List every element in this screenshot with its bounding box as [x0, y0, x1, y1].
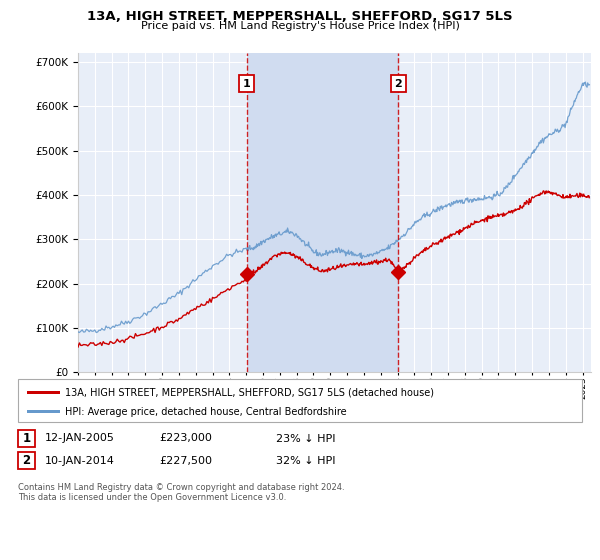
Text: 13A, HIGH STREET, MEPPERSHALL, SHEFFORD, SG17 5LS (detached house): 13A, HIGH STREET, MEPPERSHALL, SHEFFORD,…: [65, 388, 434, 398]
Text: HPI: Average price, detached house, Central Bedfordshire: HPI: Average price, detached house, Cent…: [65, 407, 346, 417]
Bar: [247, 53, 398, 372]
Text: £227,500: £227,500: [159, 456, 212, 466]
Text: Contains HM Land Registry data © Crown copyright and database right 2024.
This d: Contains HM Land Registry data © Crown c…: [18, 483, 344, 502]
Text: Price paid vs. HM Land Registry's House Price Index (HPI): Price paid vs. HM Land Registry's House …: [140, 21, 460, 31]
Text: 23% ↓ HPI: 23% ↓ HPI: [276, 433, 335, 444]
Text: 13A, HIGH STREET, MEPPERSHALL, SHEFFORD, SG17 5LS: 13A, HIGH STREET, MEPPERSHALL, SHEFFORD,…: [87, 10, 513, 23]
Text: £223,000: £223,000: [159, 433, 212, 444]
Text: 1: 1: [243, 78, 251, 88]
Text: 2: 2: [394, 78, 402, 88]
Text: 12-JAN-2005: 12-JAN-2005: [45, 433, 115, 444]
Text: 10-JAN-2014: 10-JAN-2014: [45, 456, 115, 466]
Text: 32% ↓ HPI: 32% ↓ HPI: [276, 456, 335, 466]
Text: 2: 2: [22, 454, 31, 468]
Text: 1: 1: [22, 432, 31, 445]
